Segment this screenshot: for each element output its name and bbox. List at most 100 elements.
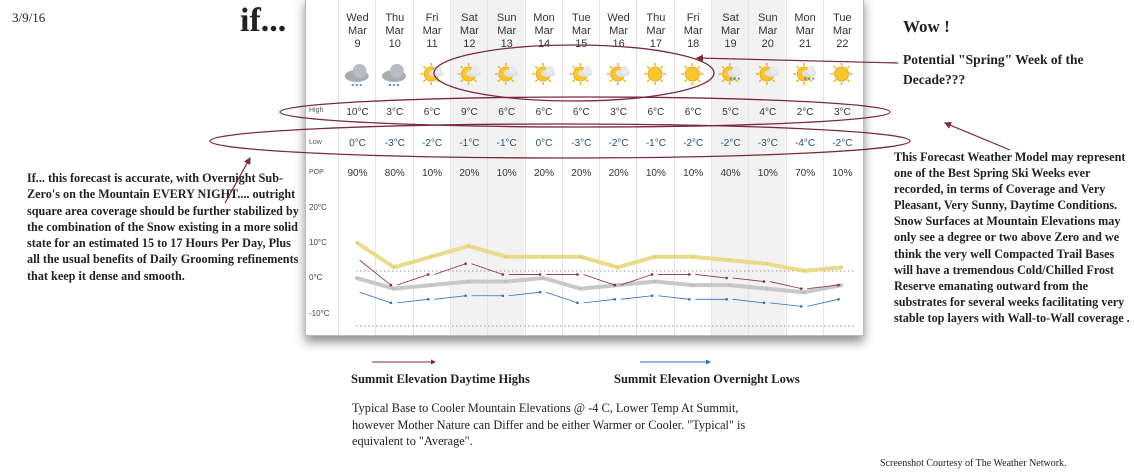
summit-high-arrow (583, 274, 615, 286)
summit-low-arrow (807, 298, 839, 307)
day-month: Mar (609, 25, 629, 37)
day-of-week: Wed (607, 12, 630, 24)
day-of-week: Sun (496, 12, 517, 24)
day-of-week: Mon (794, 12, 816, 24)
y-tick-20: 20°C (309, 203, 327, 212)
summit-low-arrowhead (762, 301, 766, 305)
day-of-week: Fri (425, 12, 439, 24)
summit-high-arrowhead (576, 273, 579, 276)
high-point (541, 255, 545, 259)
summit-high-arrowhead (426, 273, 430, 276)
summit-high-arrowhead (613, 283, 617, 287)
sun-icon (681, 63, 704, 85)
low-point (504, 280, 508, 284)
sun-cloud-flurries-icon (793, 63, 817, 85)
high-point (355, 241, 359, 244)
pop-value: 20% (571, 168, 592, 179)
day-month: Mar (646, 25, 666, 37)
high-point (840, 265, 844, 269)
day-of-week: Sun (758, 12, 778, 24)
day-month: Mar (459, 25, 479, 37)
high-point (578, 255, 582, 259)
day-column: Sun Mar 20 4°C -3°C 10% (748, 0, 786, 335)
summit-low-arrowhead (799, 305, 803, 308)
summit-high-arrowhead (762, 280, 766, 283)
sun-cloud-icon (569, 63, 593, 85)
day-of-week: Sat (461, 12, 478, 24)
pop-value: 20% (533, 168, 554, 179)
high-point (765, 262, 769, 266)
day-date: 9 (354, 38, 361, 50)
summit-high-arrowhead (799, 287, 803, 290)
day-of-week: Thu (385, 12, 405, 24)
day-month: Mar (758, 25, 778, 37)
summit-low-arrowhead (426, 298, 430, 301)
pop-value: 80% (384, 168, 405, 179)
summit-low-arrowhead (688, 298, 691, 301)
high-point (467, 244, 471, 248)
low-point (355, 276, 359, 280)
day-header: Sun Mar 20 (749, 12, 786, 51)
summit-high-arrowhead (837, 283, 840, 287)
pop-value: 90% (347, 168, 368, 179)
day-month: Mar (571, 25, 591, 37)
sun-cloud-flurries-icon (718, 63, 742, 85)
summit-high-arrow (769, 281, 802, 290)
day-header: Wed Mar 16 (600, 12, 637, 51)
credit: Screenshot Courtesy of The Weather Netwo… (880, 458, 1067, 469)
summit-high-arrow (695, 274, 727, 279)
right-note: This Forecast Weather Model may represen… (894, 150, 1130, 325)
sun-cloud-icon (532, 63, 556, 85)
day-date: 22 (836, 38, 849, 50)
pop-value: 10% (496, 168, 517, 179)
day-of-week: Fri (686, 12, 700, 24)
summit-low-arrowhead (576, 301, 579, 305)
model-arrow (943, 121, 1011, 151)
day-month: Mar (795, 25, 815, 37)
high-point (728, 258, 732, 262)
sun-cloud-icon (494, 63, 519, 85)
low-point (578, 287, 582, 291)
summit-low-arrowhead (538, 290, 542, 294)
y-tick-10: 10°C (309, 238, 327, 247)
day-date: 20 (761, 38, 774, 50)
sun-icon (830, 63, 853, 85)
day-of-week: Mon (533, 12, 555, 24)
day-date: 19 (724, 38, 737, 50)
day-date: 10 (388, 38, 401, 50)
low-point (728, 283, 732, 287)
summit-low-arrowhead (837, 298, 840, 301)
high-point (690, 255, 694, 259)
pop-value: 20% (608, 168, 629, 179)
y-tick-minus10: -10°C (309, 309, 330, 318)
summit-high-arrowhead (725, 276, 728, 280)
pop-value: 10% (757, 168, 778, 179)
wow-label: Wow ! (903, 17, 950, 36)
low-temp-line (356, 276, 842, 295)
summit-high-arrow (434, 263, 466, 275)
pop-value: 10% (832, 168, 853, 179)
y-tick-0: 0°C (309, 273, 323, 282)
summit-high-arrow (359, 259, 392, 286)
summit-low-arrowhead (650, 294, 654, 298)
summit-low-arrow (434, 295, 466, 300)
pop-value: 20% (459, 168, 480, 179)
high-point (802, 269, 806, 273)
high-point (504, 255, 508, 259)
day-month: Mar (683, 25, 703, 37)
day-header: Sat Mar 19 (712, 12, 749, 51)
legend-lows: Summit Elevation Overnight Lows (614, 372, 800, 386)
day-of-week: Tue (833, 12, 852, 24)
summit-low-arrowhead (725, 298, 728, 301)
summit-low-arrowhead (464, 294, 467, 298)
summit-high-arrowhead (501, 273, 505, 276)
sun-cloud-icon (606, 63, 630, 85)
summit-low-arrow (583, 298, 615, 304)
summit-high-arrowhead (688, 273, 691, 276)
pop-value: 70% (795, 168, 816, 179)
forecast-widget: Wed Mar 9 10°C 0°C 90% Thu Mar 10 3°C -3°C 80… (305, 0, 864, 336)
day-header: Tue Mar 22 (824, 12, 861, 51)
pop-value: 10% (683, 168, 704, 179)
summit-low-arrow (396, 298, 429, 304)
summit-low-arrowhead (613, 298, 617, 301)
